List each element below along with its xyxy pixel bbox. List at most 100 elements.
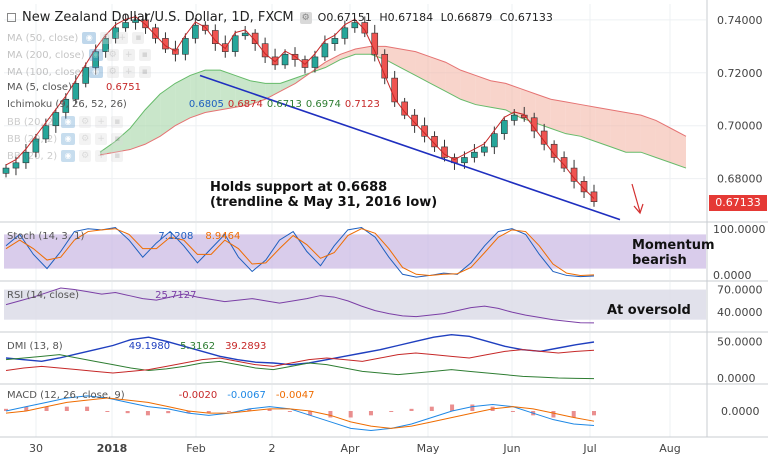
- cloud-segment: [235, 75, 251, 108]
- candle-body: [241, 32, 249, 37]
- annotation-oversold: At oversold: [607, 303, 691, 318]
- macd-histogram-bar: [328, 411, 333, 418]
- annotation-support-line1: Holds support at 0.6688: [210, 180, 388, 195]
- macd-histogram-bar: [267, 408, 272, 411]
- candle-body: [471, 151, 478, 158]
- legend-dmi[interactable]: DMI (13, 8) 49.1980 5.3162 39.2893: [7, 341, 266, 352]
- symbol-title[interactable]: New Zealand Dollar/U.S. Dollar, 1D, FXCM: [22, 10, 294, 25]
- macd-histogram-bar: [105, 411, 110, 412]
- collapse-icon[interactable]: [7, 13, 16, 22]
- eye-icon[interactable]: ◉: [88, 66, 103, 78]
- ohlc-close-key: C: [499, 11, 508, 24]
- span-b-line: [99, 45, 687, 156]
- legend-ma200[interactable]: MA (200, close) ◉ ⚙ + ▪: [7, 49, 151, 61]
- macd-histogram-bar: [287, 411, 292, 412]
- add-icon[interactable]: +: [122, 66, 135, 78]
- dmi-tick-label: 50.0000: [717, 335, 763, 348]
- legend-ma100[interactable]: MA (100, close) ◉ ⚙ + ▪: [7, 66, 151, 78]
- eye-icon[interactable]: ◉: [61, 116, 76, 128]
- add-icon[interactable]: +: [95, 116, 108, 128]
- cloud-segment: [535, 93, 551, 129]
- rsi-tick-label: 40.0000: [717, 306, 763, 319]
- candle-body: [441, 146, 448, 158]
- more-icon[interactable]: ▪: [111, 116, 124, 128]
- candle-body: [411, 114, 418, 127]
- legend-bb2[interactable]: BB (20, 2) ◉ ⚙ + ▪: [7, 133, 124, 145]
- macd-histogram-bar: [186, 411, 191, 414]
- legend-dmi-adx: 49.1980: [128, 341, 171, 352]
- macd-histogram-bar: [227, 411, 232, 412]
- candle-body: [321, 43, 329, 58]
- macd-histogram-bar: [166, 411, 171, 414]
- legend-macd-signal: -0.0047: [275, 390, 315, 401]
- candle-body: [580, 181, 588, 193]
- legend-ma50[interactable]: MA (50, close) ◉ ⚙ + ▪: [7, 32, 145, 44]
- time-tick-label: Feb: [186, 442, 205, 455]
- legend-bb1[interactable]: BB (20, 2) ◉ ⚙ + ▪: [7, 116, 124, 128]
- rsi-band: [4, 289, 706, 320]
- candle-body: [22, 151, 30, 164]
- macd-histogram-bar: [247, 408, 252, 411]
- settings-icon[interactable]: ⚙: [299, 11, 312, 24]
- add-icon[interactable]: +: [122, 49, 135, 61]
- time-tick-label: 30: [29, 442, 43, 455]
- eye-icon[interactable]: ◉: [82, 32, 97, 44]
- settings-icon[interactable]: ⚙: [100, 32, 113, 44]
- settings-icon[interactable]: ⚙: [79, 133, 92, 145]
- candle-body: [82, 67, 90, 84]
- add-icon[interactable]: +: [95, 150, 108, 162]
- more-icon[interactable]: ▪: [138, 66, 151, 78]
- eye-icon[interactable]: ◉: [61, 133, 76, 145]
- legend-ichimoku-label: Ichimoku (9, 26, 52, 26): [7, 99, 127, 110]
- settings-icon[interactable]: ⚙: [79, 150, 92, 162]
- cloud-segment: [115, 128, 131, 153]
- stoch-band: [4, 234, 706, 269]
- legend-stoch-k: 7.1208: [158, 231, 194, 242]
- more-icon[interactable]: ▪: [138, 49, 151, 61]
- candle-body: [590, 191, 598, 202]
- legend-macd-label: MACD (12, 26, close, 9): [7, 390, 125, 401]
- cloud-segment: [220, 70, 236, 110]
- candle-body: [102, 38, 109, 52]
- legend-bb3[interactable]: BB (20, 2) ◉ ⚙ + ▪: [7, 150, 124, 162]
- legend-ichimoku[interactable]: Ichimoku (9, 26, 52, 26) 0.6805 0.6874 0…: [7, 99, 380, 110]
- pane-background: [4, 333, 706, 383]
- cloud-segment: [475, 75, 491, 108]
- macd-histogram-bar: [308, 411, 313, 416]
- cloud-segment: [490, 80, 506, 110]
- eye-icon[interactable]: ◉: [61, 150, 76, 162]
- more-icon[interactable]: ▪: [132, 32, 145, 44]
- settings-icon[interactable]: ⚙: [79, 116, 92, 128]
- price-tick-label: 0.72000: [717, 67, 763, 80]
- add-icon[interactable]: +: [116, 32, 129, 44]
- candle-body: [331, 38, 339, 44]
- macd-histogram-bar: [348, 411, 353, 418]
- candle-body: [301, 59, 309, 68]
- stoch-tick-label: 100.0000: [713, 223, 766, 236]
- candle-body: [182, 38, 189, 55]
- legend-ma5-value: 0.6751: [105, 82, 141, 93]
- cloud-segment: [460, 70, 476, 105]
- legend-macd[interactable]: MACD (12, 26, close, 9) -0.0020 -0.0067 …: [7, 390, 314, 401]
- dmi-tick-label: 0.0000: [717, 372, 756, 385]
- candle-body: [12, 162, 20, 169]
- candle-body: [510, 114, 518, 121]
- cloud-segment: [385, 46, 401, 68]
- more-icon[interactable]: ▪: [111, 150, 124, 162]
- settings-icon[interactable]: ⚙: [106, 49, 119, 61]
- macd-histogram-bar: [429, 406, 434, 411]
- trendline[interactable]: [199, 74, 644, 221]
- legend-ma5[interactable]: MA (5, close) 0.6751: [7, 82, 141, 93]
- legend-stoch[interactable]: Stoch (14, 3, 1) 7.1208 8.9464: [7, 231, 240, 242]
- macd-histogram-bar: [4, 408, 8, 411]
- candle-body: [361, 22, 369, 34]
- down-arrow-shaft: [631, 183, 641, 213]
- last-price-badge: 0.67133: [709, 195, 767, 211]
- legend-rsi[interactable]: RSI (14, close) 25.7127: [7, 290, 196, 301]
- eye-icon[interactable]: ◉: [88, 49, 103, 61]
- settings-icon[interactable]: ⚙: [106, 66, 119, 78]
- add-icon[interactable]: +: [95, 133, 108, 145]
- more-icon[interactable]: ▪: [111, 133, 124, 145]
- candle-body: [311, 56, 319, 68]
